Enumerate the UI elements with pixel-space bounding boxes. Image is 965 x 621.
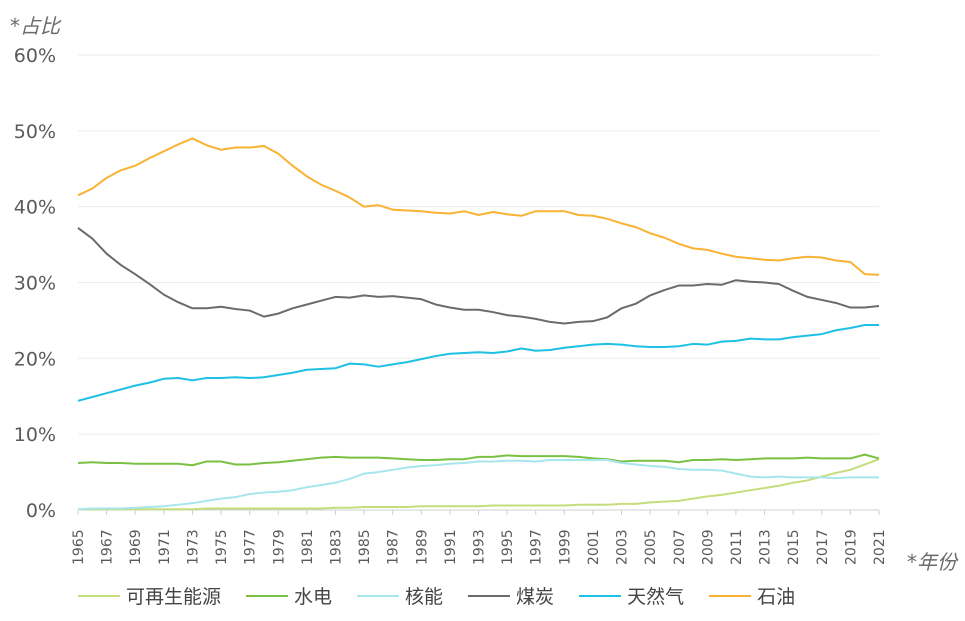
legend-label: 水电: [294, 586, 333, 608]
x-tick-label: 2001: [586, 529, 602, 565]
y-tick-label: 40%: [14, 197, 56, 219]
x-axis-ticks: 1965 1967 1969 1971 1973 1975 1977 1979 1981 1983…: [71, 510, 888, 565]
legend-item: 水电: [246, 582, 332, 609]
x-tick-label: 1985: [357, 529, 373, 565]
x-tick-label: 2005: [643, 529, 659, 565]
x-tick-label: 1973: [185, 529, 201, 565]
y-tick-label: 0%: [26, 500, 56, 522]
legend-item: 石油: [709, 582, 795, 609]
y-tick-label: 30%: [14, 273, 56, 295]
y-tick-label: 10%: [14, 424, 56, 446]
series-line-1: [77, 453, 880, 467]
line-chart: 0% 10% 20% 30% 40% 50% 60% 1965 1967 1969 1971 197…: [14, 45, 888, 565]
y-tick-label: 20%: [14, 348, 56, 370]
series-line-0: [78, 458, 880, 511]
x-tick-label: 1995: [500, 529, 516, 565]
legend-label: 可再生能源: [126, 586, 222, 608]
legend-item: 天然气: [579, 582, 684, 609]
legend-label: 石油: [757, 586, 796, 608]
x-tick-label: 1983: [328, 529, 344, 565]
series-line-2: [77, 458, 879, 511]
y-tick-label: 60%: [14, 45, 56, 67]
legend-swatch: [357, 594, 400, 597]
x-tick-label: 1971: [157, 529, 173, 565]
x-tick-label: 1981: [300, 529, 316, 565]
x-tick-label: 2009: [700, 529, 716, 565]
x-tick-label: 2015: [786, 529, 802, 565]
x-tick-label: 2011: [729, 529, 745, 565]
x-tick-label: 1999: [557, 529, 573, 565]
legend-swatch: [78, 594, 120, 597]
x-tick-label: 1969: [128, 529, 144, 565]
x-tick-label: 2003: [615, 529, 631, 565]
series-line-5: [77, 137, 880, 276]
x-tick-label: 1991: [443, 529, 459, 565]
x-tick-label: 1977: [243, 529, 259, 565]
legend-item: 核能: [357, 582, 443, 609]
x-tick-label: 2021: [872, 529, 888, 565]
legend-swatch: [246, 594, 289, 597]
series-lines: [77, 137, 880, 511]
series-line-3: [77, 227, 880, 325]
legend-label: 核能: [405, 586, 444, 608]
legend-label: 煤炭: [516, 586, 555, 608]
legend-item: 煤炭: [468, 582, 554, 609]
series-line-4: [77, 323, 879, 402]
legend-swatch: [468, 594, 511, 597]
x-tick-label: 1967: [100, 529, 116, 565]
x-tick-label: 1993: [472, 529, 488, 565]
x-tick-label: 2019: [843, 529, 859, 565]
legend-label: 天然气: [627, 586, 685, 608]
x-tick-label: 2017: [815, 529, 831, 565]
y-axis-title: *占比: [10, 14, 60, 38]
legend-item: 可再生能源: [78, 582, 221, 609]
legend: 可再生能源 水电 核能 煤炭 天然气 石油: [78, 582, 820, 609]
x-tick-label: 1987: [386, 529, 402, 565]
legend-swatch: [579, 594, 622, 597]
y-tick-label: 50%: [14, 121, 56, 143]
gridlines: [78, 54, 879, 511]
x-tick-label: 1965: [71, 529, 87, 565]
x-tick-label: 1975: [214, 529, 230, 565]
x-tick-label: 1997: [529, 529, 545, 565]
x-tick-label: 1989: [414, 529, 430, 565]
x-tick-label: 1979: [271, 529, 287, 565]
x-tick-label: 2007: [672, 529, 688, 565]
x-axis-title: *年份: [907, 550, 957, 574]
y-axis-ticks: 0% 10% 20% 30% 40% 50% 60%: [14, 45, 56, 522]
x-tick-label: 2013: [758, 529, 774, 565]
legend-swatch: [709, 594, 752, 597]
